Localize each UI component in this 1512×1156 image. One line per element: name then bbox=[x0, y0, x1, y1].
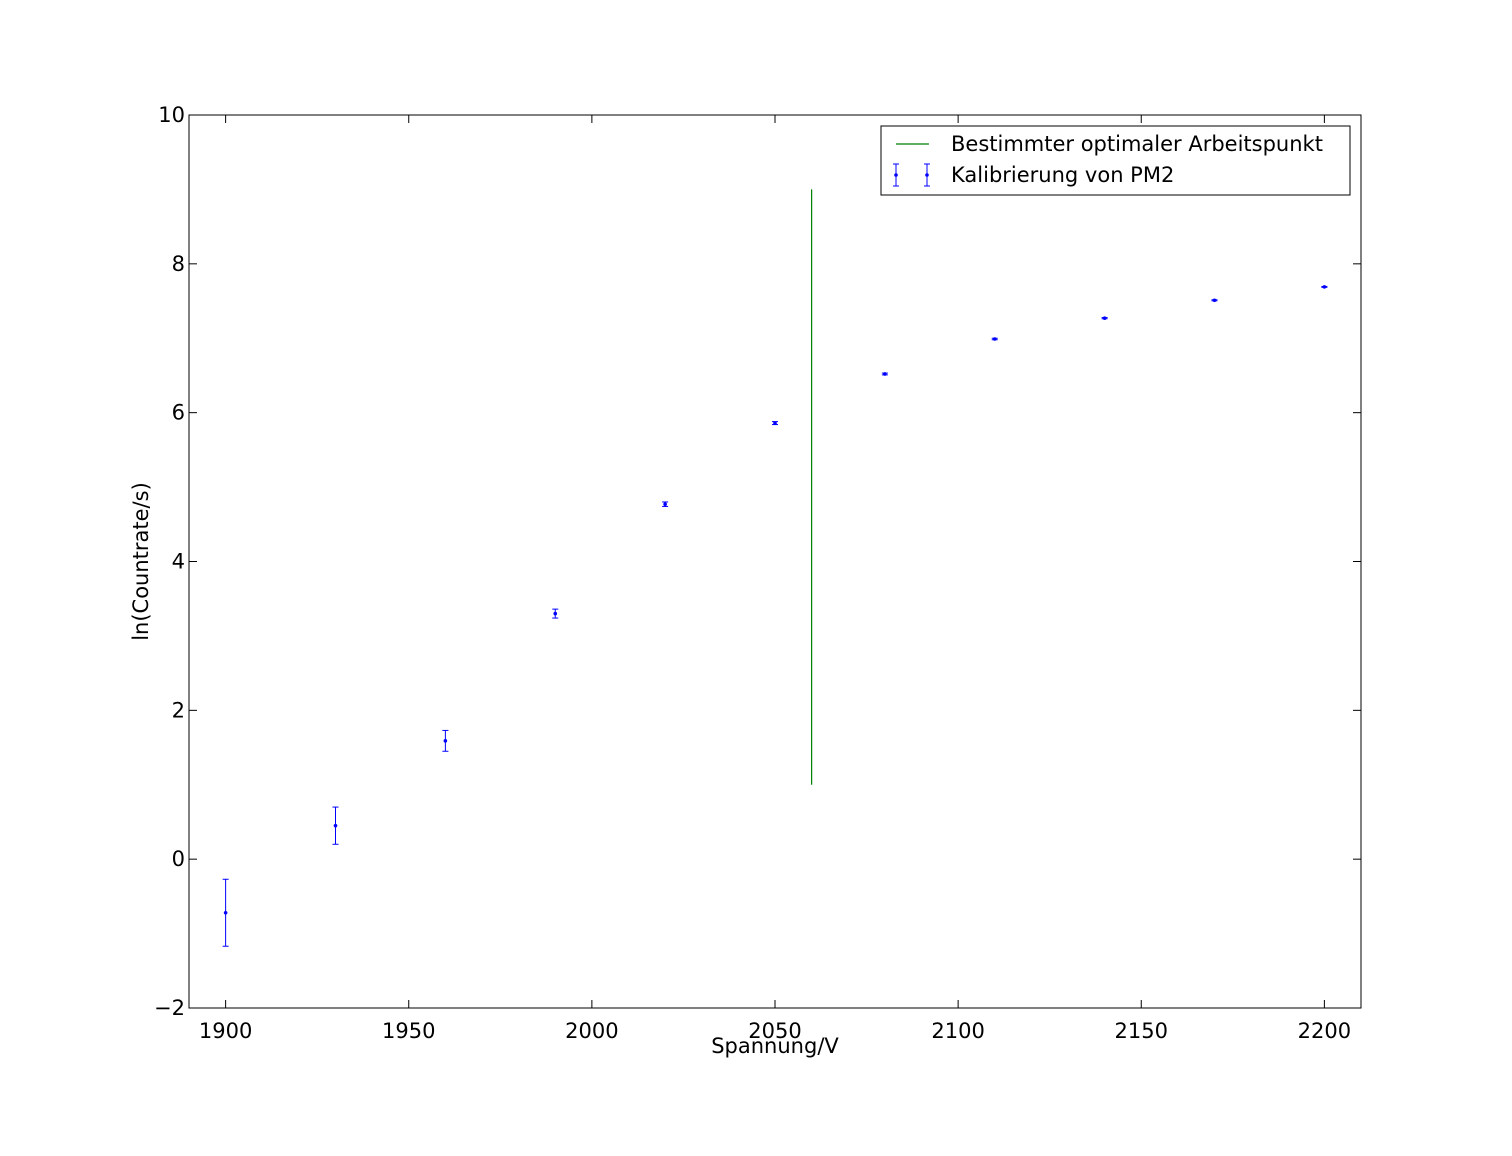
x-tick-label: 2000 bbox=[565, 1019, 618, 1043]
plot-frame bbox=[188, 114, 1362, 1009]
x-tick-label: 1950 bbox=[382, 1019, 435, 1043]
x-tick-label: 2100 bbox=[931, 1019, 984, 1043]
data-point bbox=[773, 421, 777, 425]
data-point bbox=[443, 739, 448, 743]
x-tick-label: 1900 bbox=[199, 1019, 252, 1043]
data-point bbox=[1322, 285, 1327, 289]
data-point bbox=[553, 611, 558, 616]
legend-swatch-point bbox=[925, 173, 929, 177]
legend: Bestimmter optimaler Arbeitspunkt Kalibri… bbox=[880, 125, 1351, 196]
y-tick-label: 6 bbox=[172, 401, 185, 425]
y-tick-label: −2 bbox=[154, 996, 185, 1020]
data-point bbox=[1102, 316, 1107, 320]
data-point bbox=[333, 823, 338, 828]
legend-swatch-point bbox=[894, 173, 898, 177]
y-tick-label: 2 bbox=[172, 698, 185, 722]
plot-layer bbox=[222, 189, 1328, 947]
y-tick-label: 10 bbox=[158, 103, 185, 127]
y-tick-label: 4 bbox=[172, 550, 185, 574]
y-tick-label: 0 bbox=[172, 847, 185, 871]
y-axis-label: ln(Countrate/s) bbox=[129, 482, 153, 641]
x-tick-label: 2050 bbox=[748, 1019, 801, 1043]
data-point bbox=[1212, 298, 1217, 303]
x-tick-label: 2150 bbox=[1115, 1019, 1168, 1043]
x-tick-label: 2200 bbox=[1298, 1019, 1351, 1043]
data-point bbox=[883, 372, 887, 376]
ticks-layer: 1900 1950 2000 2050 2100 2150 2200 −2 0 2 4 6 8 10 bbox=[154, 103, 1361, 1043]
legend-box bbox=[880, 125, 1351, 196]
x-axis-label: Spannung/V bbox=[711, 1034, 839, 1058]
data-point bbox=[223, 910, 228, 915]
y-tick-label: 8 bbox=[172, 252, 185, 276]
data-point bbox=[663, 502, 667, 506]
data-point bbox=[992, 337, 997, 341]
legend-label: Kalibrierung von PM2 bbox=[951, 163, 1174, 187]
legend-label: Bestimmter optimaler Arbeitspunkt bbox=[951, 132, 1323, 156]
